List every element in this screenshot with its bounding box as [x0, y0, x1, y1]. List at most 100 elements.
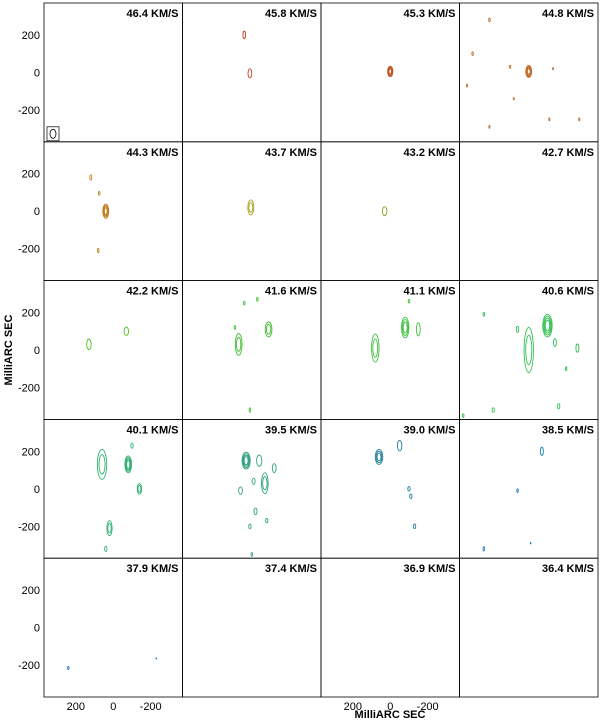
- panel-frame: [43, 2, 183, 143]
- panel-frame: [182, 280, 322, 420]
- emission-contour: [407, 486, 411, 492]
- channel-panel: 36.4 KM/S: [459, 557, 599, 698]
- velocity-label: 36.9 KM/S: [404, 563, 456, 575]
- emission-contour: [542, 313, 553, 338]
- emission-contour: [548, 117, 551, 122]
- y-tick-label: 200: [22, 307, 40, 319]
- emission-contour: [402, 321, 408, 334]
- emission-contour: [236, 336, 242, 352]
- emission-contour: [251, 477, 256, 485]
- emission-contour: [243, 300, 246, 306]
- emission-contour: [529, 541, 532, 545]
- channel-panel: 40.1 KM/S: [43, 418, 183, 559]
- emission-contour: [107, 522, 112, 534]
- emission-contour: [124, 457, 132, 472]
- emission-contour: [248, 202, 254, 213]
- emission-contour: [491, 407, 495, 413]
- velocity-label: 45.8 KM/S: [265, 8, 317, 20]
- emission-contour: [253, 507, 258, 516]
- panel-frame: [182, 557, 322, 698]
- velocity-label: 42.2 KM/S: [127, 286, 179, 298]
- channel-panel: 40.6 KM/S: [459, 280, 599, 420]
- channel-panel: 43.7 KM/S: [182, 141, 322, 282]
- channel-panel: 38.5 KM/S: [459, 418, 599, 559]
- emission-contour: [553, 338, 557, 347]
- emission-contour: [125, 458, 131, 471]
- emission-contour: [512, 97, 515, 101]
- emission-contour: [247, 68, 253, 79]
- emission-contour: [243, 454, 250, 467]
- emission-contour: [523, 327, 534, 373]
- emission-contour: [243, 456, 249, 466]
- channel-panel: 41.6 KM/S: [182, 280, 322, 420]
- emission-contour: [416, 322, 421, 337]
- emission-contour: [388, 67, 393, 76]
- emission-contour: [462, 413, 465, 418]
- channel-panel: 36.9 KM/S: [320, 557, 460, 698]
- emission-contour: [242, 453, 250, 469]
- beam-box: [46, 126, 60, 142]
- y-tick-label: 0: [34, 484, 40, 496]
- emission-contour: [89, 174, 93, 181]
- emission-contour: [102, 203, 110, 219]
- x-tick-label: -200: [417, 701, 439, 713]
- emission-contour: [256, 454, 263, 467]
- channel-panel: 44.3 KM/S: [43, 141, 183, 282]
- panel-frame: [320, 141, 460, 282]
- emission-contour: [508, 64, 512, 69]
- x-tick-label: 0: [110, 701, 116, 713]
- y-tick-label: 200: [22, 30, 40, 42]
- emission-contour: [516, 488, 519, 494]
- emission-contour: [543, 317, 551, 334]
- emission-contour: [387, 66, 393, 77]
- emission-contour: [103, 207, 108, 216]
- panel-frame: [43, 141, 183, 282]
- emission-contour: [96, 448, 108, 480]
- emission-contour: [98, 454, 106, 475]
- emission-contour: [401, 319, 409, 336]
- velocity-label: 40.6 KM/S: [542, 286, 594, 298]
- x-tick-label: 200: [67, 701, 85, 713]
- emission-contour: [396, 439, 403, 452]
- panel-frame: [459, 418, 599, 559]
- panel-frame: [43, 557, 183, 698]
- channel-panel: 43.2 KM/S: [320, 141, 460, 282]
- channel-panel: 37.9 KM/S: [43, 557, 183, 698]
- channel-panel: 42.7 KM/S: [459, 141, 599, 282]
- emission-contour: [242, 30, 247, 40]
- panel-frame: [459, 557, 599, 698]
- panel-frame: [320, 2, 460, 143]
- emission-contour: [103, 206, 109, 217]
- emission-contour: [155, 657, 158, 660]
- emission-contour: [539, 446, 544, 456]
- emission-contour: [98, 191, 101, 196]
- emission-contour: [471, 51, 474, 56]
- emission-contour: [374, 448, 384, 465]
- emission-contour: [375, 450, 383, 464]
- channel-panel: 44.8 KM/S: [459, 2, 599, 143]
- emission-contour: [106, 520, 113, 537]
- emission-contour: [376, 452, 382, 462]
- channel-panel: 39.0 KM/S: [320, 418, 460, 559]
- channel-panel: 39.5 KM/S: [182, 418, 322, 559]
- velocity-label: 45.3 KM/S: [404, 8, 456, 20]
- x-tick-label: 200: [344, 701, 362, 713]
- y-tick-label: -200: [18, 383, 40, 395]
- emission-contour: [264, 321, 273, 338]
- emission-contour: [256, 297, 259, 302]
- emission-contour: [97, 247, 100, 254]
- emission-contour: [102, 204, 109, 218]
- velocity-label: 37.9 KM/S: [127, 563, 179, 575]
- emission-contour: [234, 333, 243, 356]
- beam-ellipse: [49, 128, 57, 139]
- y-tick-label: -200: [18, 244, 40, 256]
- channel-panel: 37.4 KM/S: [182, 557, 322, 698]
- emission-contour: [123, 326, 130, 336]
- emission-contour: [488, 17, 491, 23]
- channel-panel: 46.4 KM/S: [43, 2, 183, 143]
- velocity-label: 41.6 KM/S: [265, 286, 317, 298]
- emission-contour: [130, 442, 134, 449]
- emission-contour: [248, 407, 252, 413]
- panel-frame: [320, 280, 460, 420]
